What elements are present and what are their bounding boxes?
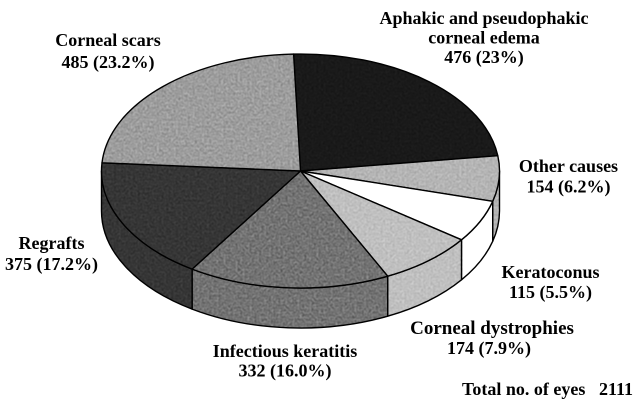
svg-text:332 (16.0%): 332 (16.0%) bbox=[239, 361, 332, 382]
svg-text:174 (7.9%): 174 (7.9%) bbox=[447, 338, 531, 359]
svg-text:154 (6.2%): 154 (6.2%) bbox=[527, 177, 611, 198]
svg-text:Infectious keratitis: Infectious keratitis bbox=[213, 341, 357, 361]
svg-text:476 (23%): 476 (23%) bbox=[444, 47, 524, 68]
svg-text:485 (23.2%): 485 (23.2%) bbox=[62, 52, 155, 73]
svg-text:Corneal dystrophies: Corneal dystrophies bbox=[410, 318, 574, 339]
svg-text:Total no. of eyes: Total no. of eyes bbox=[462, 379, 585, 399]
svg-text:2111: 2111 bbox=[599, 379, 633, 399]
svg-text:375 (17.2%): 375 (17.2%) bbox=[5, 254, 98, 275]
svg-text:Aphakic and pseudophakic: Aphakic and pseudophakic bbox=[379, 8, 588, 28]
svg-text:Corneal scars: Corneal scars bbox=[55, 30, 160, 50]
svg-text:Regrafts: Regrafts bbox=[19, 233, 85, 253]
svg-text:corneal edema: corneal edema bbox=[428, 28, 539, 48]
svg-text:Other causes: Other causes bbox=[519, 156, 618, 176]
svg-text:Keratoconus: Keratoconus bbox=[502, 262, 600, 282]
svg-text:115 (5.5%): 115 (5.5%) bbox=[509, 282, 592, 303]
